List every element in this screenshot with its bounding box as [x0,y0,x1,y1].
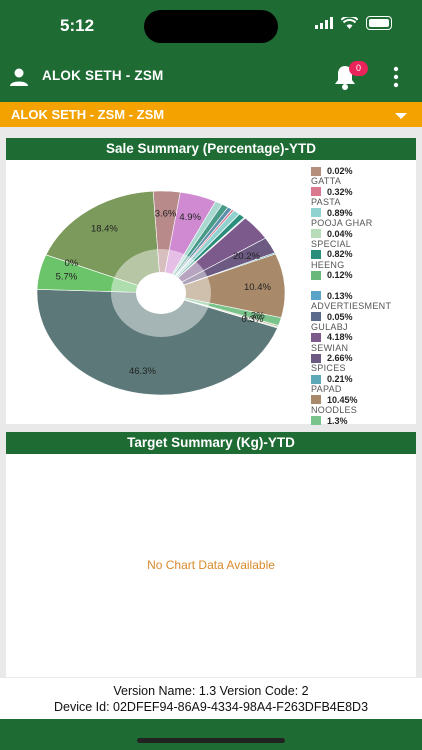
legend-item: 0.82% [311,249,411,259]
legend-value: 0.12% [327,270,353,281]
legend-item: 0.05% [311,311,411,322]
user-icon[interactable] [9,67,29,87]
home-indicator[interactable] [137,738,285,743]
legend-label: NOODLES [311,404,358,415]
legend-label: ADVERTIESMENT [311,301,392,312]
chart-legend: 0.02% GATTA 0.32% PASTA 0.89% POOJA GHAR 0.04%… [311,166,411,426]
dynamic-island [144,10,278,43]
notification-badge: 0 [349,61,368,76]
legend-value: 0.82% [327,249,353,260]
legend-label: GULABJ [311,321,348,332]
app-bar: ALOK SETH - ZSM [0,52,422,102]
legend-item: 0.89% [311,208,411,218]
empty-chart-message: No Chart Data Available [147,558,275,572]
version-info: Version Name: 1.3 Version Code: 2 [113,684,309,698]
legend-swatch [311,374,321,384]
pie-data-label: 1.3% [243,310,265,321]
target-summary-card: Target Summary (Kg)-YTD No Chart Data Av… [6,432,416,677]
pie-slice[interactable] [159,253,286,319]
legend-value: 0.04% [327,228,353,239]
legend-label: POOJA GHAR [311,217,373,228]
pie-data-label: 46.3% [129,366,156,377]
legend-label: PAPAD [311,384,342,395]
pie-data-label: 18.4% [91,223,118,234]
legend-item: 0.32% [311,187,411,197]
legend-swatch [311,291,321,301]
target-summary-title: Target Summary (Kg)-YTD [6,432,416,454]
pie-data-label: 5.7% [56,271,78,282]
legend-value: 0.05% [327,311,353,322]
legend-swatch [311,270,321,280]
signal-icon [315,17,333,29]
pie-data-label: 0% [64,258,78,269]
bottom-bar [0,719,422,750]
legend-gap [311,280,411,290]
legend-label: GATTA [311,176,342,187]
legend-swatch [311,249,321,259]
device-id: Device Id: 02DFEF94-86A9-4334-98A4-F263D… [53,700,369,714]
pie-data-label: 3.6% [155,209,177,220]
legend-value: 0.02% [327,166,353,177]
legend-item: 0.13% [311,291,411,301]
legend-value: 0.21% [327,374,353,384]
legend-swatch [311,312,321,322]
sale-summary-card: Sale Summary (Percentage)-YTD 46.3% 5.7% 0… [6,138,416,426]
status-time: 5:12 [60,16,95,35]
legend-label: SEWIAN [311,342,349,353]
legend-item: 4.18% [311,332,411,342]
pie-data-label: 4.9% [179,212,201,223]
legend-value: 0.13% [327,290,353,301]
legend-item: 10.45% [311,395,411,405]
selected-user: ALOK SETH - ZSM - ZSM [11,107,165,122]
legend-value: 0.89% [327,207,353,218]
legend-value: 0.32% [327,186,353,197]
legend-value: 4.18% [327,332,353,343]
legend-swatch [311,187,321,197]
legend-label: SPECIAL [311,238,352,249]
legend-swatch [311,395,321,405]
pie-slice[interactable] [36,289,278,396]
legend-swatch [311,332,321,342]
wifi-icon [341,17,358,29]
pie-chart-area: 46.3% 5.7% 0% 18.4% 3.6% 4.9% 20.2% 10.4% 1.3% 0.… [6,160,306,424]
legend-item: 1.3% [311,415,411,426]
legend-label: HEENG [311,259,345,270]
legend-item: 0.12% [311,270,411,280]
pie-data-label: 20.2% [233,251,260,262]
pie-data-label: 0.3% [242,314,264,325]
legend-value: 1.3% [327,415,348,426]
legend-swatch [311,208,321,218]
legend-label: SPICES [311,363,346,374]
legend-item: 0.02% [311,166,411,176]
legend-value: 10.45% [327,394,358,405]
legend-item: 2.66% [311,353,411,363]
pie-data-label: 10.4% [244,282,271,293]
legend-value: 2.66% [327,353,353,364]
chevron-down-icon [395,113,407,119]
legend-item: 0.04% [311,228,411,239]
app-title: ALOK SETH - ZSM [42,68,164,83]
status-bar: 5:12 [0,0,422,52]
user-selector-dropdown[interactable]: ALOK SETH - ZSM - ZSM [0,102,422,127]
sale-pie-chart: 46.3% 5.7% 0% 18.4% 3.6% 4.9% 20.2% 10.4% 1.3%0.… [36,190,286,396]
status-icons [315,16,392,30]
legend-swatch [311,229,321,239]
sale-summary-title: Sale Summary (Percentage)-YTD [6,138,416,160]
battery-icon [366,16,392,30]
more-options-icon[interactable] [388,66,404,88]
legend-swatch [311,353,321,363]
pie-slice[interactable] [45,190,162,294]
legend-swatch [311,166,321,176]
legend-item: 0.21% [311,374,411,384]
version-footer: Version Name: 1.3 Version Code: 2 Device… [0,678,422,719]
pie-slice[interactable] [160,292,279,329]
pie-hole [136,272,186,314]
legend-label: PASTA [311,197,341,208]
legend-swatch [311,416,321,426]
